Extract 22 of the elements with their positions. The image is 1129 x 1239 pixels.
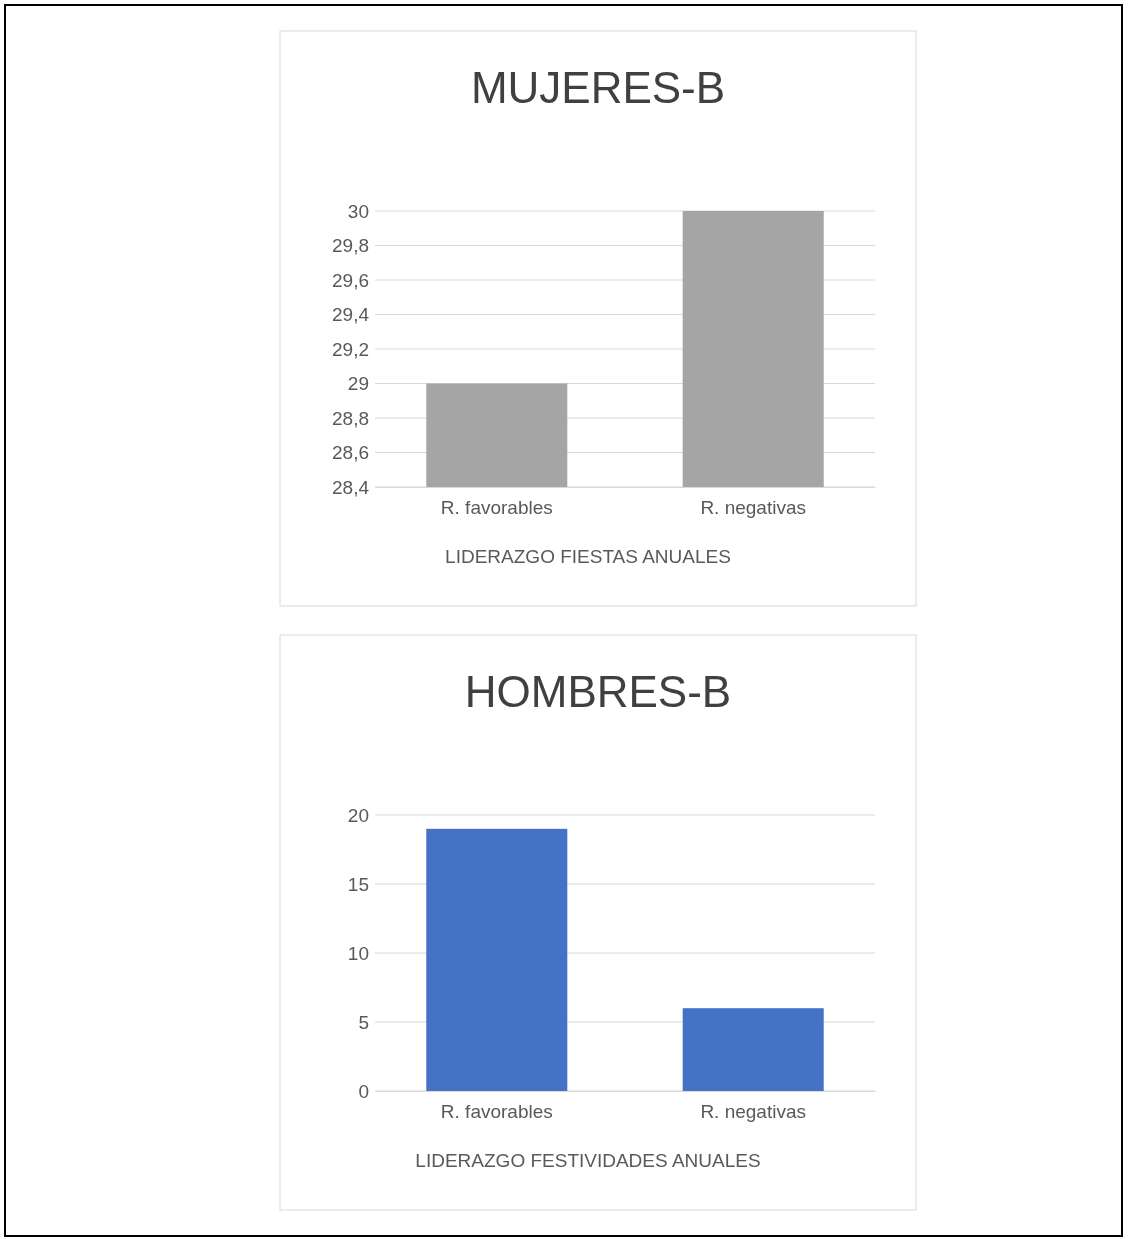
- y-tick-label: 10: [347, 942, 369, 964]
- y-tick-label: 20: [347, 804, 369, 826]
- y-tick-label: 30: [347, 200, 369, 222]
- y-tick-label: 28,6: [332, 442, 369, 464]
- chart-title: MUJERES-B: [470, 63, 726, 112]
- x-tick-label: R. favorables: [440, 497, 553, 519]
- y-tick-label: 28,8: [332, 407, 369, 429]
- x-axis-title: LIDERAZGO FESTIVIDADES ANUALES: [415, 1150, 761, 1171]
- y-tick-label: 0: [358, 1080, 369, 1102]
- y-tick-label: 29,8: [332, 235, 369, 257]
- x-tick-label: R. favorables: [440, 1101, 553, 1123]
- x-tick-label: R. negativas: [700, 497, 807, 519]
- y-tick-label: 28,4: [332, 476, 370, 498]
- x-tick-label: R. negativas: [700, 1101, 807, 1123]
- x-axis-title: LIDERAZGO FIESTAS ANUALES: [445, 546, 731, 567]
- y-tick-label: 15: [347, 873, 369, 895]
- y-tick-label: 29,4: [332, 304, 370, 326]
- y-tick-label: 29,6: [332, 269, 369, 291]
- y-tick-label: 29: [347, 373, 369, 395]
- y-tick-label: 29,2: [332, 338, 369, 360]
- y-tick-label: 5: [358, 1011, 369, 1033]
- chart-title: HOMBRES-B: [464, 667, 732, 716]
